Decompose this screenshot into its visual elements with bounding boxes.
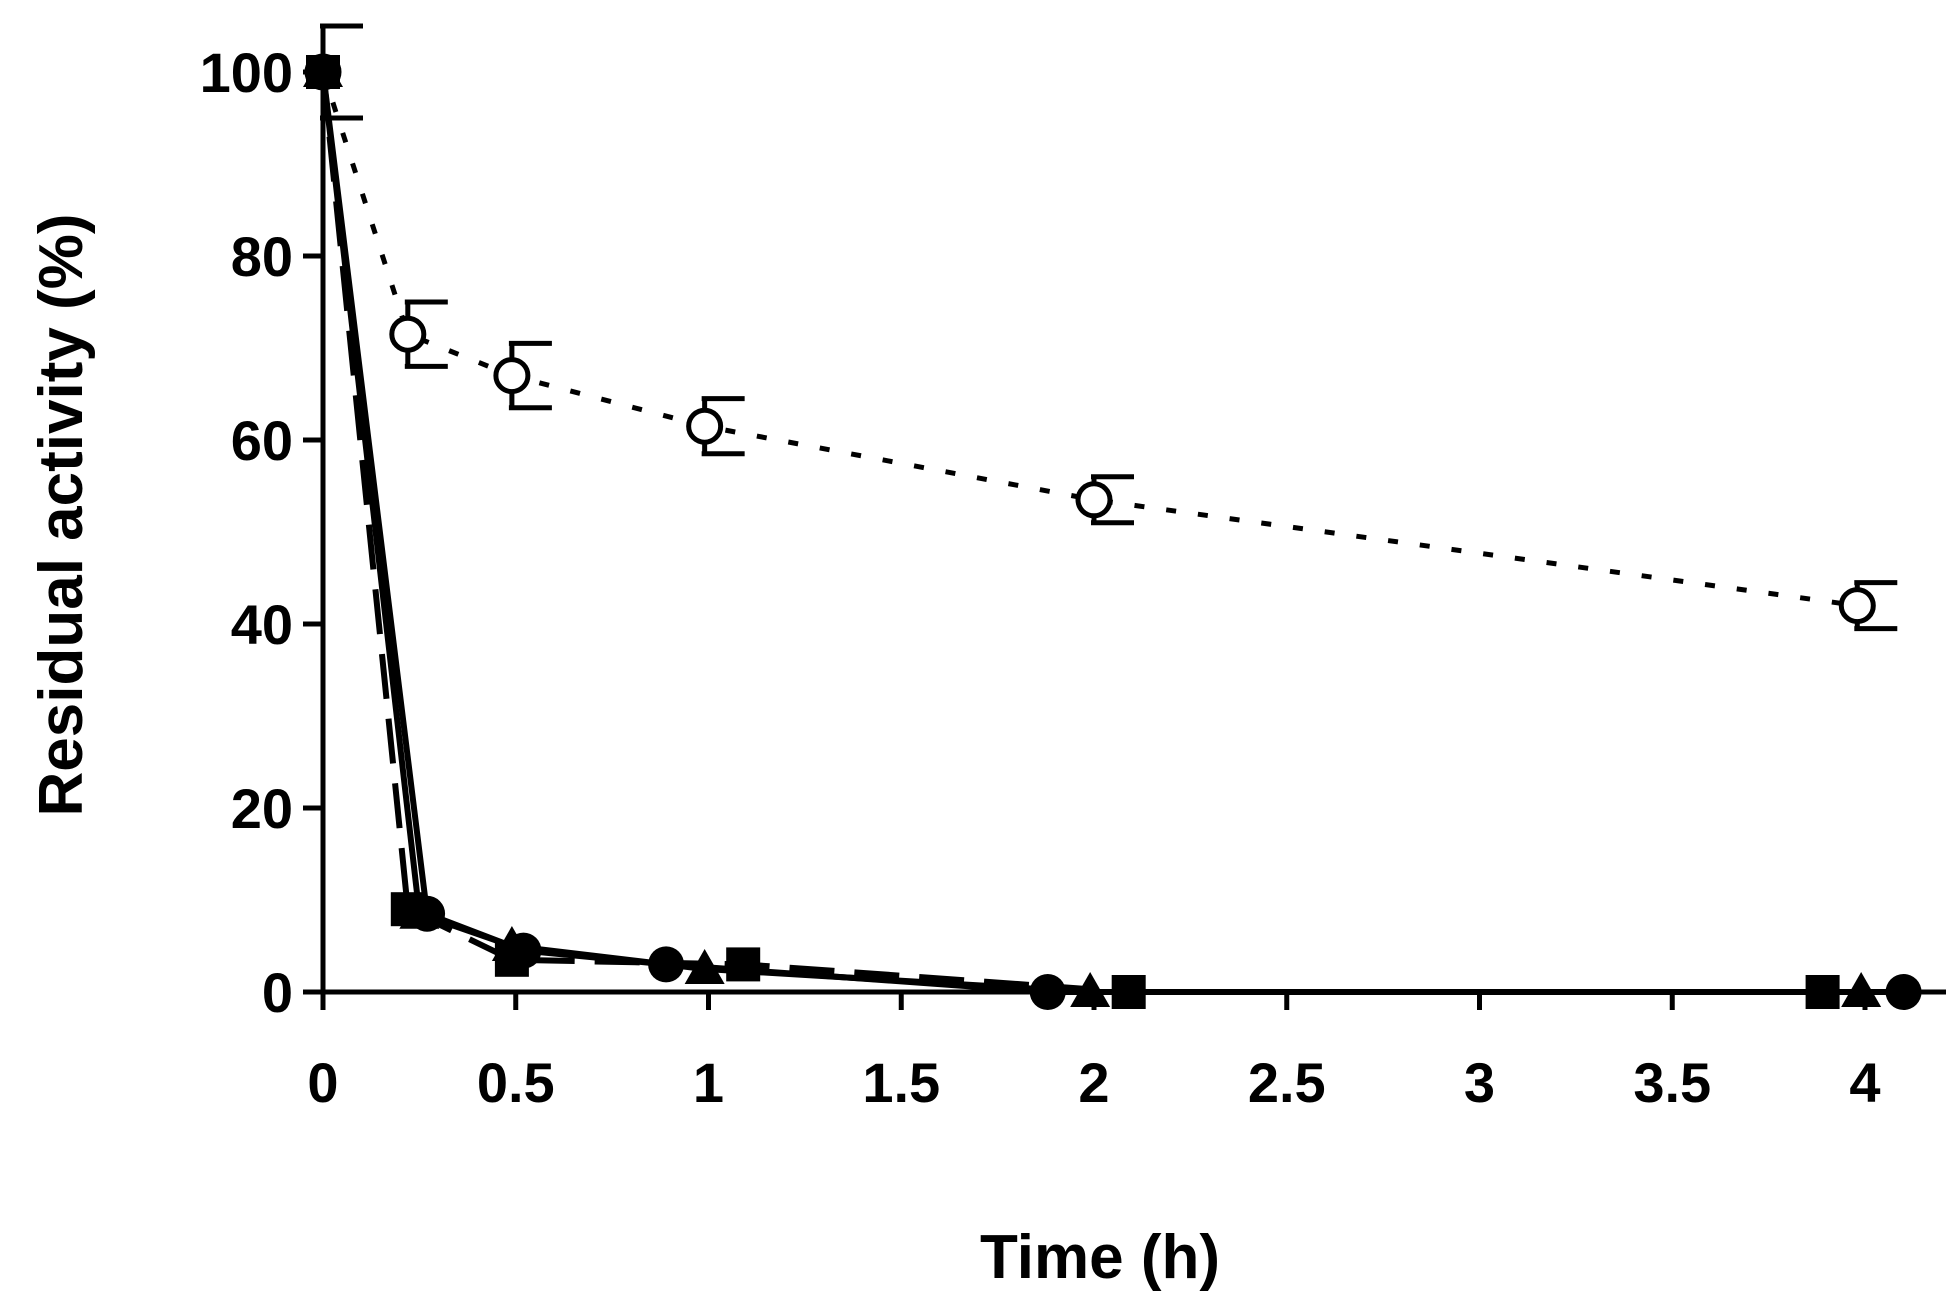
data-point-filled-square xyxy=(494,942,529,977)
data-point-open-circle xyxy=(1075,481,1113,519)
data-point-open-circle xyxy=(493,357,531,395)
error-bars xyxy=(320,23,1898,632)
data-point-open-circle xyxy=(1838,587,1876,625)
y-tick-label: 20 xyxy=(231,777,293,840)
series-markers xyxy=(303,52,1922,1010)
y-tick-label: 0 xyxy=(262,961,293,1024)
y-tick-label: 60 xyxy=(231,409,293,472)
y-tick-label: 80 xyxy=(231,225,293,288)
y-tick-label: 100 xyxy=(200,41,293,104)
x-tick-label: 0.5 xyxy=(477,1051,555,1114)
series-line xyxy=(320,71,1858,609)
x-tick-label: 3 xyxy=(1464,1051,1495,1114)
data-point-filled-square xyxy=(726,947,761,982)
series-line xyxy=(320,71,1862,995)
data-point-filled-square xyxy=(306,55,340,89)
x-tick-label: 4 xyxy=(1849,1051,1880,1114)
data-point-filled-circle xyxy=(1029,974,1066,1010)
data-point-filled-triangle xyxy=(1070,972,1111,1007)
x-tick-label: 1 xyxy=(693,1051,724,1114)
x-axis-title: Time (h) xyxy=(980,1223,1220,1292)
series-line xyxy=(320,71,1823,995)
axes xyxy=(320,28,1946,995)
x-tick-label: 2.5 xyxy=(1248,1051,1326,1114)
data-point-filled-circle xyxy=(648,946,685,983)
data-point-filled-triangle xyxy=(684,949,725,984)
y-axis-title: Residual activity (%) xyxy=(27,214,96,817)
data-point-filled-triangle xyxy=(1841,972,1882,1007)
data-point-open-circle xyxy=(686,407,724,445)
x-tick-label: 3.5 xyxy=(1633,1051,1711,1114)
x-tick-label: 0 xyxy=(307,1051,338,1114)
series-line xyxy=(320,71,1904,995)
series-lines xyxy=(320,71,1904,995)
data-point-filled-square xyxy=(1111,975,1146,1009)
data-point-filled-circle xyxy=(1885,974,1922,1010)
y-tick-label: 40 xyxy=(231,593,293,656)
data-point-filled-square xyxy=(390,892,425,927)
data-point-open-circle xyxy=(389,315,427,353)
data-point-filled-square xyxy=(1805,975,1840,1009)
x-tick-label: 2 xyxy=(1078,1051,1109,1114)
x-tick-label: 1.5 xyxy=(862,1051,940,1114)
